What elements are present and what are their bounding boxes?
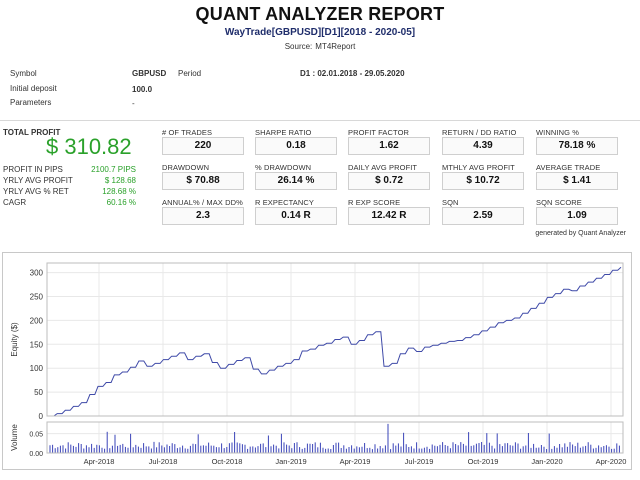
source-value: MT4Report (315, 42, 356, 51)
equity-y-tick-label: 300 (30, 269, 44, 278)
metric-label-pct-drawdown: % DRAWDOWN (255, 163, 312, 172)
metric-label-sharpe: SHARPE RATIO (255, 128, 312, 137)
metric-label-return-dd: RETURN / DD RATIO (442, 128, 517, 137)
metric-value-mthly-avg: $ 10.72 (442, 172, 524, 190)
equity-y-ticks: 0 50 100 150 200 250 300 (30, 269, 44, 421)
metric-label-r-exp-score: R EXP SCORE (348, 198, 401, 207)
metric-value-r-exp-score: 12.42 R (348, 207, 430, 225)
metric-label-avg-trade: AVERAGE TRADE (536, 163, 601, 172)
x-tick-label: Oct-2018 (212, 457, 243, 466)
metric-value-drawdown: $ 70.88 (162, 172, 244, 190)
metric-label-trades: # OF TRADES (162, 128, 213, 137)
report-source: Source: MT4Report (0, 42, 640, 51)
metric-label-mthly-avg: MTHLY AVG PROFIT (442, 163, 515, 172)
symbol-value: GBPUSD (132, 69, 167, 78)
equity-y-tick-label: 150 (30, 340, 44, 349)
x-tick-label: Apr-2020 (596, 457, 627, 466)
report-title: QUANT ANALYZER REPORT (195, 4, 445, 24)
cagr-label: CAGR (3, 198, 27, 207)
metric-value-pct-drawdown: 26.14 % (255, 172, 337, 190)
x-tick-label: Apr-2019 (340, 457, 371, 466)
section-divider (0, 120, 640, 121)
volume-bars (49, 423, 620, 453)
equity-chart: 0 50 100 150 200 250 300 Equity ($) 0.00 0.05 V… (10, 262, 627, 466)
equity-y-tick-label: 250 (30, 292, 44, 301)
generated-by-note: generated by Quant Analyzer (535, 230, 626, 237)
deposit-value: 100.0 (132, 85, 153, 94)
equity-y-tick-label: 50 (34, 388, 43, 397)
profit-pips-label: PROFIT IN PIPS (3, 165, 63, 174)
metric-value-daily-avg: $ 0.72 (348, 172, 430, 190)
x-tick-label: Jan-2019 (275, 457, 306, 466)
metric-label-profit-factor: PROFIT FACTOR (348, 128, 410, 137)
total-profit-value: $ 310.82 (46, 134, 132, 159)
params-value: - (132, 99, 135, 108)
x-tick-label: Jul-2018 (149, 457, 178, 466)
volume-axis-label: Volume (10, 424, 19, 451)
equity-axis-label: Equity ($) (10, 322, 19, 357)
period-label: Period (178, 69, 202, 78)
cagr-value: 60.16 % (106, 198, 136, 207)
period-value: D1 : 02.01.2018 - 29.05.2020 (300, 69, 405, 78)
metric-label-sqn-score: SQN SCORE (536, 198, 582, 207)
metric-value-sqn: 2.59 (442, 207, 524, 225)
equity-chart-frame: 0 50 100 150 200 250 300 Equity ($) 0.00 0.05 V… (2, 252, 632, 470)
metric-label-drawdown: DRAWDOWN (162, 163, 210, 172)
volume-y-tick-label: 0.00 (29, 451, 43, 458)
metric-value-trades: 220 (162, 137, 244, 155)
metric-value-winning: 78.18 % (536, 137, 618, 155)
params-label: Parameters (10, 98, 52, 107)
metric-value-profit-factor: 1.62 (348, 137, 430, 155)
profit-pips-value: 2100.7 PIPS (91, 165, 136, 174)
volume-y-ticks: 0.00 0.05 (29, 432, 43, 458)
yrly-avg-profit-label: YRLY AVG PROFIT (3, 176, 73, 185)
metric-value-r-expectancy: 0.14 R (255, 207, 337, 225)
metric-value-sharpe: 0.18 (255, 137, 337, 155)
x-tick-label: Apr-2018 (84, 457, 115, 466)
x-tick-label: Jan-2020 (531, 457, 562, 466)
metric-label-r-expectancy: R EXPECTANCY (255, 198, 314, 207)
symbol-label: Symbol (10, 69, 37, 78)
equity-plot-border (46, 262, 624, 417)
yrly-avg-profit-value: $ 128.68 (104, 176, 136, 185)
metric-value-sqn-score: 1.09 (536, 207, 618, 225)
metric-label-winning: WINNING % (536, 128, 579, 137)
report-subtitle: WayTrade[GBPUSD][D1][2018 - 2020-05] (224, 27, 416, 38)
metric-value-avg-trade: $ 1.41 (536, 172, 618, 190)
equity-y-tick-label: 0 (39, 412, 44, 421)
equity-y-tick-label: 100 (30, 364, 44, 373)
source-label: Source: (284, 42, 313, 51)
metric-value-return-dd: 4.39 (442, 137, 524, 155)
equity-y-tick-label: 200 (30, 316, 44, 325)
x-tick-label: Jul-2019 (405, 457, 434, 466)
x-axis-ticks: Apr-2018 Jul-2018 Oct-2018 Jan-2019 Apr-2019… (84, 457, 627, 466)
metric-value-annual-maxdd: 2.3 (162, 207, 244, 225)
volume-plot-border (46, 421, 624, 454)
volume-y-tick-label: 0.05 (29, 432, 43, 439)
metric-label-daily-avg: DAILY AVG PROFIT (348, 163, 418, 172)
yrly-avg-ret-label: YRLY AVG % RET (3, 187, 69, 196)
metric-label-sqn: SQN (442, 198, 459, 207)
metric-label-annual-maxdd: ANNUAL% / MAX DD% (162, 198, 243, 207)
equity-line (49, 266, 622, 417)
x-tick-label: Oct-2019 (468, 457, 499, 466)
deposit-label: Initial deposit (10, 84, 57, 93)
yrly-avg-ret-value: 128.68 % (102, 187, 136, 196)
total-profit-label: TOTAL PROFIT (3, 128, 61, 137)
